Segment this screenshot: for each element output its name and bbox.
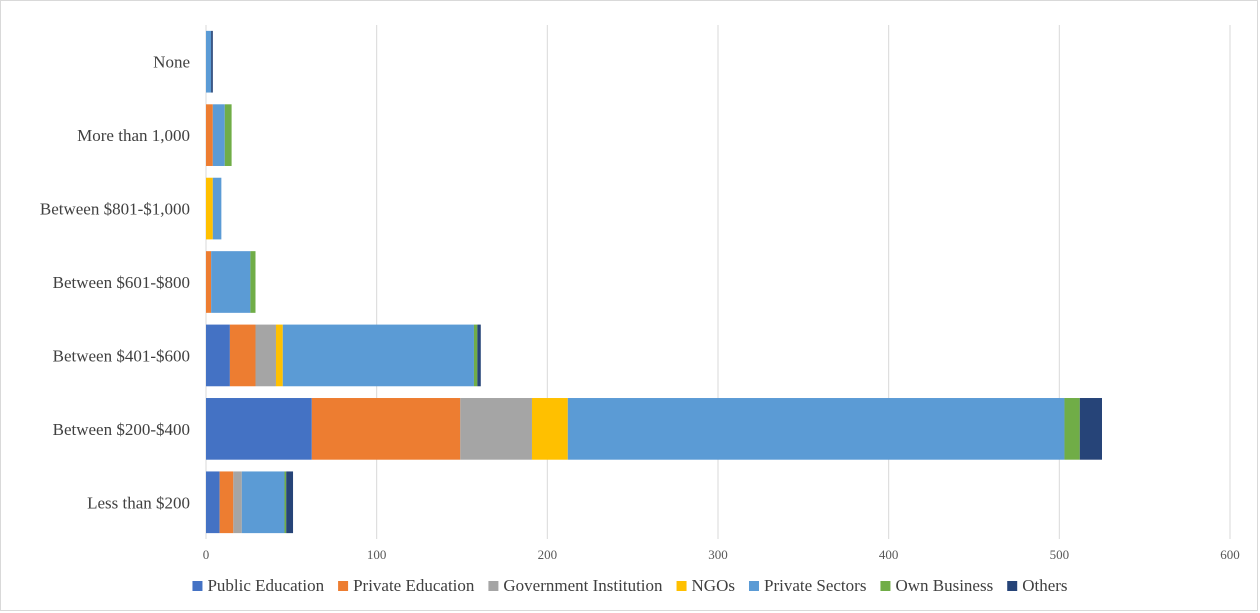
bar-public-education-0 <box>206 471 220 534</box>
bar-own-business-1 <box>1064 398 1080 460</box>
legend-swatch-own-business <box>880 581 891 591</box>
x-axis-tick-labels: 0 100 200 300 400 500 600 <box>203 547 1240 562</box>
category-label: Less than $200 <box>87 493 190 512</box>
x-tick-label: 300 <box>708 547 728 562</box>
bar-private-sectors-0 <box>241 471 285 534</box>
x-tick-label: 600 <box>1220 547 1240 562</box>
bar-own-business-0 <box>284 471 287 534</box>
bar-ngos-1 <box>531 398 568 460</box>
category-label: Between $601-$800 <box>53 273 190 292</box>
legend-swatch-government-institution <box>488 581 499 591</box>
category-labels: Less than $200 Between $200-$400 Between $… <box>40 53 190 513</box>
bar-ngos-2 <box>275 324 283 387</box>
bar-own-business-5 <box>224 104 232 166</box>
bar-private-education-3 <box>206 251 212 313</box>
bar-others-0 <box>286 471 294 534</box>
legend-label-others: Others <box>1022 576 1067 595</box>
category-label: More than 1,000 <box>77 126 190 145</box>
legend-label-private-education: Private Education <box>353 576 475 595</box>
bar-others-1 <box>1079 398 1102 460</box>
x-tick-label: 200 <box>538 547 558 562</box>
bar-private-education-1 <box>311 398 461 460</box>
x-tick-label: 0 <box>203 547 210 562</box>
x-tick-label: 400 <box>879 547 899 562</box>
bar-public-education-2 <box>206 324 230 387</box>
legend-label-ngos: NGOs <box>692 576 735 595</box>
category-label: Between $801-$1,000 <box>40 200 190 219</box>
bar-private-education-2 <box>229 324 256 387</box>
bar-private-sectors-4 <box>212 177 222 240</box>
bar-government-institution-2 <box>255 324 276 387</box>
legend-swatch-others <box>1007 581 1018 591</box>
legend-swatch-ngos <box>676 581 687 591</box>
bar-own-business-3 <box>250 251 256 313</box>
category-label: Between $200-$400 <box>53 420 190 439</box>
bar-private-sectors-1 <box>567 398 1065 460</box>
bar-others-2 <box>477 324 481 387</box>
bar-own-business-2 <box>473 324 478 387</box>
bar-private-sectors-3 <box>211 251 251 313</box>
bar-others-6 <box>211 30 213 93</box>
bar-public-education-1 <box>206 398 312 460</box>
bar-government-institution-1 <box>460 398 532 460</box>
bar-private-education-5 <box>206 104 213 166</box>
legend-swatch-private-education <box>338 581 349 591</box>
legend-swatch-private-sectors <box>748 581 759 591</box>
bar-private-sectors-2 <box>282 324 474 387</box>
bars <box>206 30 1102 534</box>
legend: Public Education Private Education Governm… <box>192 576 1068 595</box>
legend-label-own-business: Own Business <box>895 576 993 595</box>
bar-government-institution-0 <box>233 471 242 534</box>
x-tick-label: 500 <box>1050 547 1070 562</box>
legend-label-public-education: Public Education <box>207 576 324 595</box>
bar-private-education-0 <box>219 471 234 534</box>
legend-label-government-institution: Government Institution <box>503 576 663 595</box>
bar-private-sectors-5 <box>212 104 225 166</box>
category-label: Between $401-$600 <box>53 346 190 365</box>
bar-ngos-4 <box>206 177 213 240</box>
category-label: None <box>153 53 190 72</box>
gridlines <box>205 25 1231 539</box>
bar-private-sectors-6 <box>206 30 212 93</box>
x-tick-label: 100 <box>367 547 387 562</box>
legend-swatch-public-education <box>192 581 203 591</box>
legend-label-private-sectors: Private Sectors <box>764 576 866 595</box>
